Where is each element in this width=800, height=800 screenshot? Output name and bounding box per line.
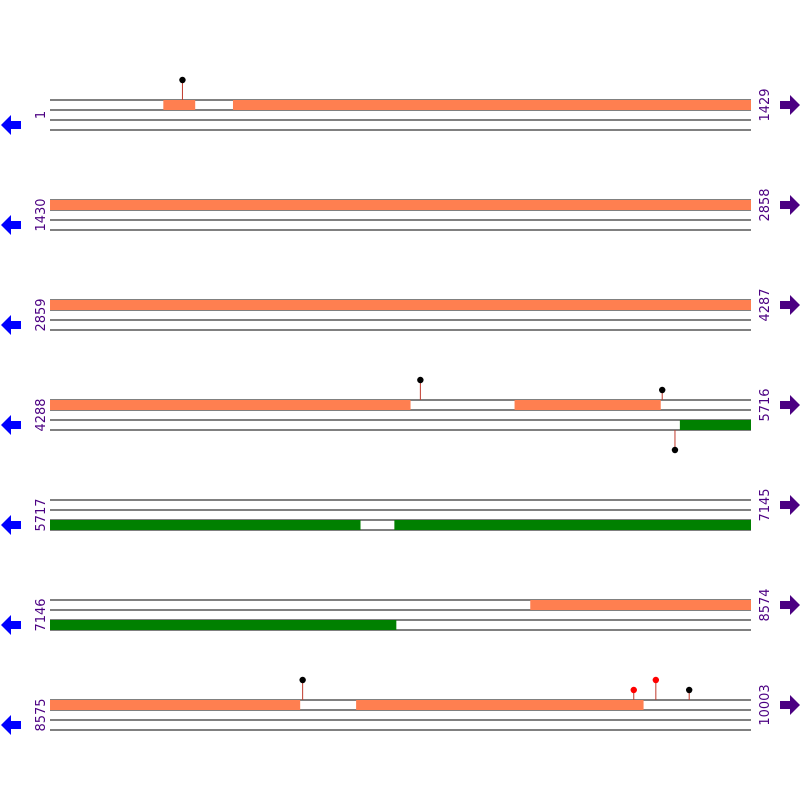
forward-feature[interactable] xyxy=(50,200,751,210)
left-arrow-icon[interactable] xyxy=(1,215,21,235)
reverse-feature[interactable] xyxy=(394,520,751,530)
forward-feature[interactable] xyxy=(232,100,752,110)
forward-feature[interactable] xyxy=(514,400,661,410)
row-start-label: 8575 xyxy=(34,698,49,731)
forward-feature[interactable] xyxy=(50,300,751,310)
row-end-label: 7145 xyxy=(758,488,773,521)
right-arrow-icon[interactable] xyxy=(780,695,800,715)
left-arrow-icon[interactable] xyxy=(1,315,21,335)
row-start-label: 1 xyxy=(34,111,49,119)
row-end-label: 1429 xyxy=(758,88,773,121)
row-end-label: 10003 xyxy=(758,684,773,725)
reverse-feature[interactable] xyxy=(50,620,397,630)
row-end-label: 2858 xyxy=(758,188,773,221)
row-start-label: 7146 xyxy=(34,598,49,631)
right-arrow-icon[interactable] xyxy=(780,395,800,415)
reverse-feature[interactable] xyxy=(50,520,361,530)
right-arrow-icon[interactable] xyxy=(780,295,800,315)
left-arrow-icon[interactable] xyxy=(1,115,21,135)
row-end-label: 8574 xyxy=(758,588,773,621)
map-row: 1 1429 xyxy=(1,76,800,135)
site-marker[interactable] xyxy=(685,686,693,694)
map-row: 8575 10003 xyxy=(1,676,800,735)
row-start-label: 2859 xyxy=(34,298,49,331)
right-arrow-icon[interactable] xyxy=(780,595,800,615)
left-arrow-icon[interactable] xyxy=(1,715,21,735)
left-arrow-icon[interactable] xyxy=(1,615,21,635)
row-end-label: 5716 xyxy=(758,388,773,421)
right-arrow-icon[interactable] xyxy=(780,95,800,115)
forward-feature[interactable] xyxy=(530,600,751,610)
reverse-feature[interactable] xyxy=(679,420,751,430)
site-marker[interactable] xyxy=(417,376,424,384)
site-marker[interactable] xyxy=(299,676,306,684)
forward-feature[interactable] xyxy=(50,700,301,710)
row-start-label: 5717 xyxy=(34,498,49,531)
site-marker[interactable] xyxy=(671,446,679,454)
right-arrow-icon[interactable] xyxy=(780,495,800,515)
right-arrow-icon[interactable] xyxy=(780,195,800,215)
forward-feature[interactable] xyxy=(163,100,196,110)
site-marker[interactable] xyxy=(652,676,660,684)
forward-feature[interactable] xyxy=(356,700,644,710)
left-arrow-icon[interactable] xyxy=(1,515,21,535)
left-arrow-icon[interactable] xyxy=(1,415,21,435)
forward-feature[interactable] xyxy=(50,400,411,410)
map-row: 2859 4287 xyxy=(1,288,800,335)
site-marker[interactable] xyxy=(630,686,637,694)
map-row: 5717 7145 xyxy=(1,488,800,535)
site-marker[interactable] xyxy=(179,76,186,84)
site-marker[interactable] xyxy=(659,386,666,394)
map-row: 1430 2858 xyxy=(1,188,800,235)
map-row: 4288 5716 xyxy=(1,376,800,454)
row-end-label: 4287 xyxy=(758,288,773,321)
row-start-label: 1430 xyxy=(34,198,49,231)
map-row: 7146 8574 xyxy=(1,588,800,635)
row-start-label: 4288 xyxy=(34,398,49,431)
